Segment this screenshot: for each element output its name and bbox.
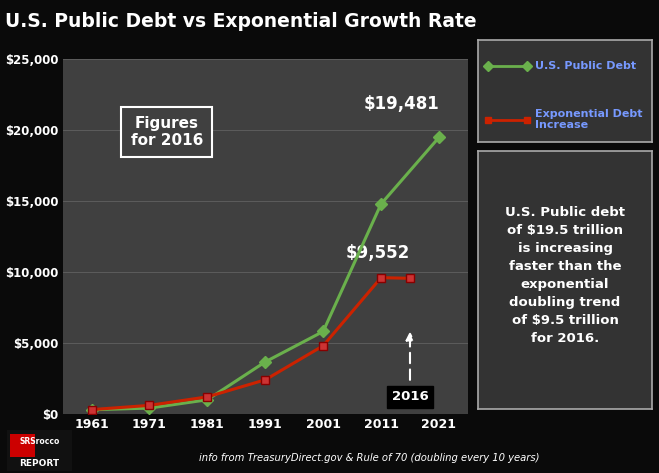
Text: $9,552: $9,552 [346, 244, 411, 262]
Text: U.S. Public Debt: U.S. Public Debt [535, 61, 637, 70]
Text: U.S. Public debt
of $19.5 trillion
is increasing
faster than the
exponential
dou: U.S. Public debt of $19.5 trillion is in… [505, 206, 625, 345]
Text: 2016: 2016 [391, 390, 428, 403]
Text: REPORT: REPORT [20, 459, 59, 468]
Text: SRSrocco: SRSrocco [19, 437, 60, 446]
Text: U.S. Public Debt vs Exponential Growth Rate: U.S. Public Debt vs Exponential Growth R… [5, 12, 476, 31]
Text: $19,481: $19,481 [363, 95, 439, 113]
Bar [10, 434, 35, 456]
Text: Figures
for 2016: Figures for 2016 [130, 116, 203, 148]
Text: info from TreasuryDirect.gov & Rule of 70 (doubling every 10 years): info from TreasuryDirect.gov & Rule of 7… [199, 453, 539, 463]
Text: Exponential Debt
Increase: Exponential Debt Increase [535, 109, 643, 131]
